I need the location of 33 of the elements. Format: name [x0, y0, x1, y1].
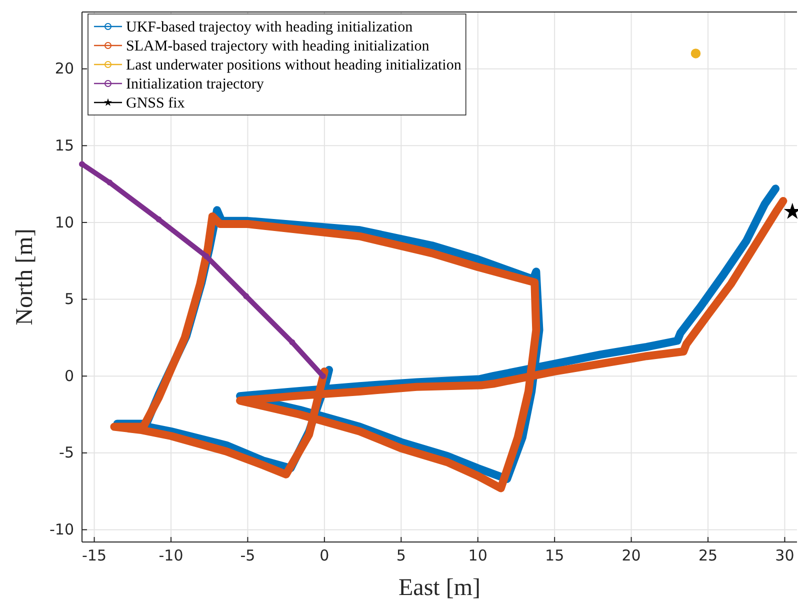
- x-tick-label: 15: [545, 546, 564, 565]
- point: [156, 216, 162, 222]
- x-tick-label: 25: [698, 546, 718, 565]
- x-axis-title: East [m]: [398, 575, 480, 601]
- y-tick-label: 0: [64, 366, 74, 385]
- y-tick-label: 5: [64, 290, 74, 308]
- x-tick-label: 5: [396, 546, 406, 565]
- legend-label: SLAM-based trajectory with heading initialization: [126, 38, 430, 54]
- y-tick-label: 15: [54, 136, 74, 154]
- x-tick-label: 20: [622, 546, 641, 565]
- x-tick-label: 0: [320, 546, 330, 565]
- legend-label: GNSS fix: [126, 96, 186, 112]
- x-tick-label: -15: [82, 546, 107, 565]
- point: [243, 293, 250, 300]
- y-tick-label: 10: [54, 213, 74, 232]
- point: [289, 339, 296, 346]
- legend-label: UKF-based trajectoy with heading initialization: [126, 20, 414, 36]
- point: [320, 373, 326, 380]
- point: [203, 253, 210, 260]
- x-tick-label: 30: [775, 546, 794, 565]
- y-tick-label: -10: [50, 520, 74, 539]
- y-axis-title: North [m]: [12, 228, 38, 326]
- y-tick-label: 20: [54, 60, 74, 78]
- point: [784, 204, 798, 218]
- y-tick-label: -5: [59, 444, 74, 462]
- legend-label: Last underwater positions without heading initialization: [126, 58, 462, 74]
- x-tick-label: 10: [468, 546, 488, 565]
- x-tick-label: -5: [240, 546, 256, 565]
- point: [78, 161, 86, 168]
- point: [690, 48, 701, 58]
- legend-label: Initialization trajectory: [126, 76, 264, 92]
- point: [106, 180, 113, 186]
- x-tick-label: -10: [158, 546, 184, 565]
